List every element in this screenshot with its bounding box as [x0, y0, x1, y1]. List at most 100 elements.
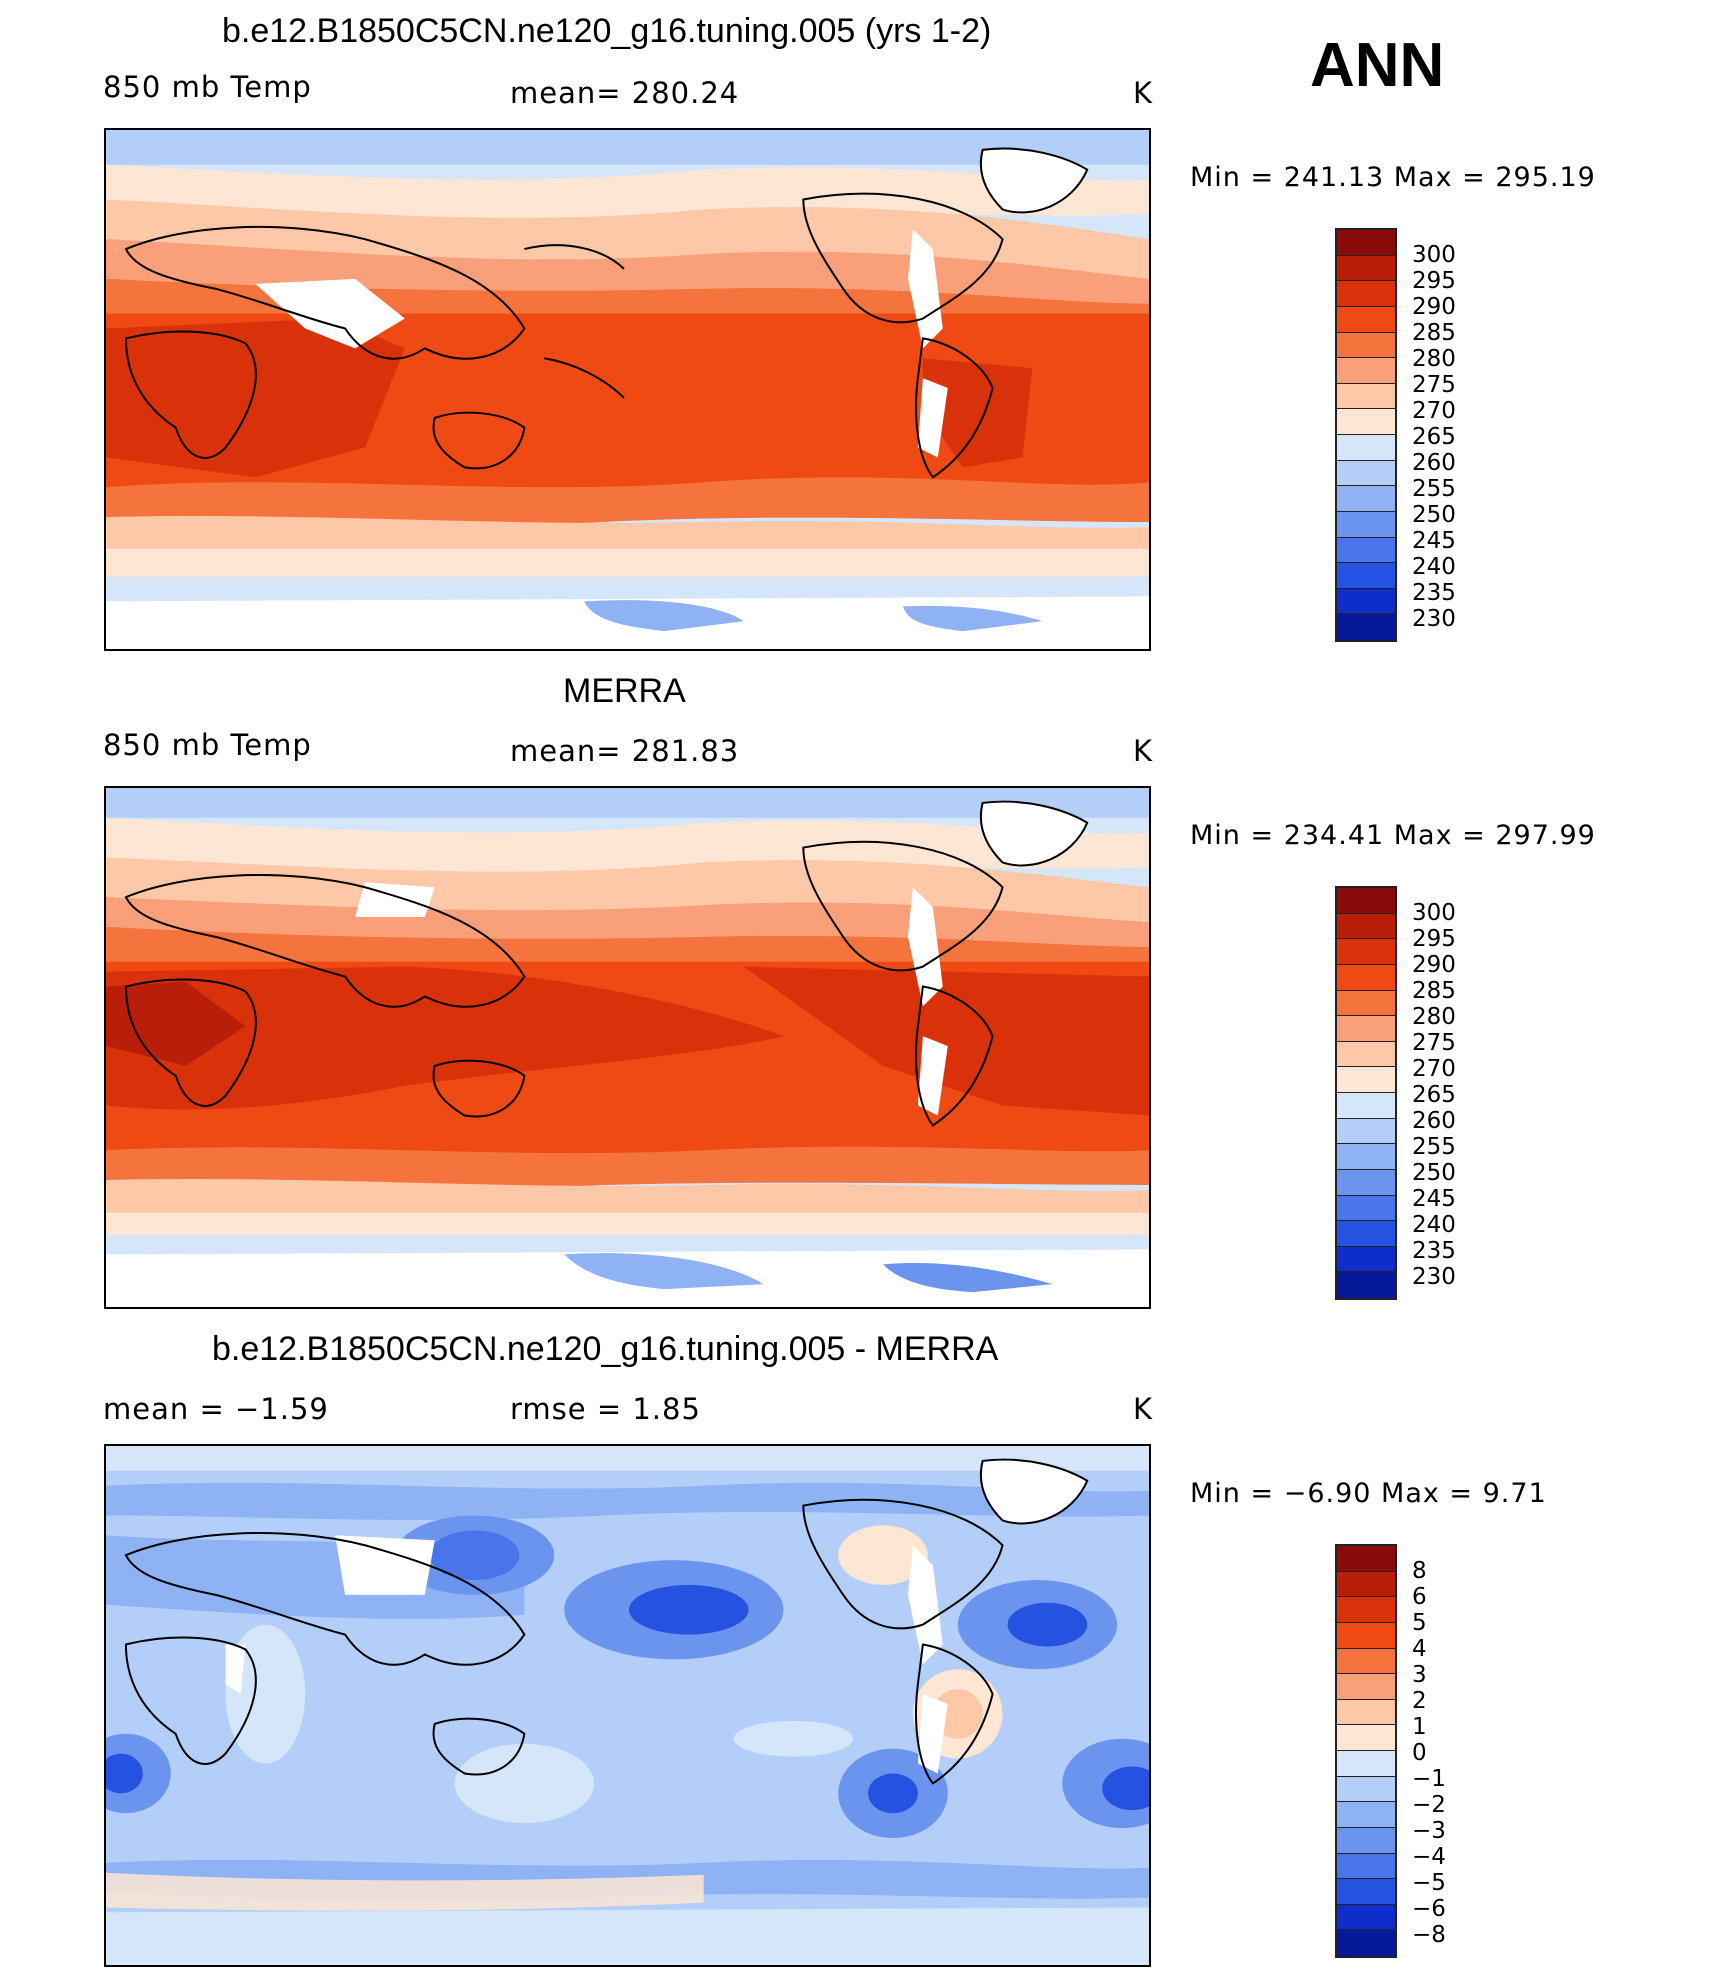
colorbar-label: 275: [1412, 372, 1456, 398]
colorbar-label: 240: [1412, 554, 1456, 580]
colorbar-label: 240: [1412, 1212, 1456, 1238]
colorbar-swatch: [1337, 1118, 1395, 1145]
colorbar-swatch: [1337, 1776, 1395, 1803]
colorbar-label: 250: [1412, 1160, 1456, 1186]
panel1-minmax: Min = 241.13 Max = 295.19: [1190, 162, 1596, 193]
colorbar-swatch: [1337, 563, 1395, 589]
colorbar-label: −3: [1412, 1818, 1446, 1844]
colorbar-swatch: [1337, 1016, 1395, 1042]
colorbar-swatch: [1337, 888, 1395, 914]
colorbar-label: 260: [1412, 450, 1456, 476]
colorbar-swatch: [1337, 1246, 1395, 1273]
colorbar-swatch: [1337, 1221, 1395, 1247]
colorbar-swatch: [1337, 1879, 1395, 1905]
panel2-colorbar: [1335, 886, 1397, 1300]
colorbar-label: 1: [1412, 1714, 1427, 1740]
panel3-units: K: [1133, 1392, 1154, 1426]
colorbar-label: −4: [1412, 1844, 1446, 1870]
colorbar-label: 275: [1412, 1030, 1456, 1056]
colorbar-label: 4: [1412, 1636, 1427, 1662]
panel2-minmax: Min = 234.41 Max = 297.99: [1190, 820, 1596, 851]
colorbar-swatch: [1337, 1699, 1395, 1726]
colorbar-label: 3: [1412, 1662, 1427, 1688]
colorbar-label: 235: [1412, 1238, 1456, 1264]
colorbar-swatch: [1337, 281, 1395, 307]
colorbar-swatch: [1337, 588, 1395, 615]
colorbar-label: 235: [1412, 580, 1456, 606]
colorbar-label: 6: [1412, 1584, 1427, 1610]
panel2-variable-label: 850 mb Temp: [103, 728, 312, 762]
panel1-colorbar-boxes: [1337, 230, 1395, 640]
colorbar-swatch: [1337, 1169, 1395, 1196]
panel2-mean-label: mean= 281.83: [510, 734, 740, 768]
colorbar-swatch: [1337, 1674, 1395, 1700]
colorbar-swatch: [1337, 1144, 1395, 1170]
colorbar-label: 260: [1412, 1108, 1456, 1134]
colorbar-swatch: [1337, 1725, 1395, 1751]
panel3-minmax: Min = −6.90 Max = 9.71: [1190, 1478, 1547, 1509]
panel1-units: K: [1133, 76, 1154, 110]
colorbar-swatch: [1337, 1571, 1395, 1598]
colorbar-swatch: [1337, 1041, 1395, 1068]
colorbar-label: 290: [1412, 294, 1456, 320]
colorbar-swatch: [1337, 1272, 1395, 1298]
colorbar-swatch: [1337, 537, 1395, 564]
panel3-mean-label: mean = −1.59: [103, 1392, 329, 1426]
colorbar-label: 290: [1412, 952, 1456, 978]
colorbar-label: −6: [1412, 1896, 1446, 1922]
panel1-colorbar: [1335, 228, 1397, 642]
colorbar-label: 300: [1412, 900, 1456, 926]
colorbar-swatch: [1337, 1930, 1395, 1956]
colorbar-swatch: [1337, 1827, 1395, 1854]
colorbar-swatch: [1337, 1904, 1395, 1931]
colorbar-label: 265: [1412, 1082, 1456, 1108]
colorbar-swatch: [1337, 1853, 1395, 1880]
colorbar-swatch: [1337, 409, 1395, 435]
colorbar-label: 255: [1412, 476, 1456, 502]
panel3-colorbar-boxes: [1337, 1546, 1395, 1956]
colorbar-swatch: [1337, 460, 1395, 487]
colorbar-label: −2: [1412, 1792, 1446, 1818]
colorbar-swatch: [1337, 332, 1395, 359]
colorbar-label: 8: [1412, 1558, 1427, 1584]
colorbar-swatch: [1337, 1067, 1395, 1093]
colorbar-swatch: [1337, 939, 1395, 965]
colorbar-swatch: [1337, 511, 1395, 538]
colorbar-swatch: [1337, 1546, 1395, 1572]
season-label: ANN: [1310, 31, 1445, 100]
panel1-mean-label: mean= 280.24: [510, 76, 740, 110]
colorbar-label: 245: [1412, 1186, 1456, 1212]
colorbar-label: −1: [1412, 1766, 1446, 1792]
panel2-map: [104, 786, 1151, 1309]
colorbar-label: 295: [1412, 926, 1456, 952]
colorbar-swatch: [1337, 358, 1395, 384]
panel1-map: [104, 128, 1151, 651]
colorbar-swatch: [1337, 383, 1395, 410]
panel2-title: MERRA: [563, 672, 686, 710]
colorbar-label: 230: [1412, 1264, 1456, 1290]
colorbar-swatch: [1337, 306, 1395, 333]
colorbar-swatch: [1337, 1802, 1395, 1828]
colorbar-label: 255: [1412, 1134, 1456, 1160]
colorbar-label: −5: [1412, 1870, 1446, 1896]
colorbar-swatch: [1337, 486, 1395, 512]
panel3-colorbar: [1335, 1544, 1397, 1958]
panel2-units: K: [1133, 734, 1154, 768]
colorbar-swatch: [1337, 614, 1395, 640]
colorbar-label: 285: [1412, 320, 1456, 346]
colorbar-swatch: [1337, 435, 1395, 461]
colorbar-label: 300: [1412, 242, 1456, 268]
colorbar-label: 230: [1412, 606, 1456, 632]
panel1-variable-label: 850 mb Temp: [103, 70, 312, 104]
colorbar-swatch: [1337, 1597, 1395, 1623]
panel2-colorbar-boxes: [1337, 888, 1395, 1298]
colorbar-label: 280: [1412, 346, 1456, 372]
colorbar-label: 285: [1412, 978, 1456, 1004]
colorbar-label: 245: [1412, 528, 1456, 554]
colorbar-swatch: [1337, 230, 1395, 256]
colorbar-swatch: [1337, 255, 1395, 282]
panel3-map: [104, 1444, 1151, 1967]
panel1-title: b.e12.B1850C5CN.ne120_g16.tuning.005 (yr…: [222, 12, 992, 50]
colorbar-label: 265: [1412, 424, 1456, 450]
colorbar-label: 270: [1412, 1056, 1456, 1082]
